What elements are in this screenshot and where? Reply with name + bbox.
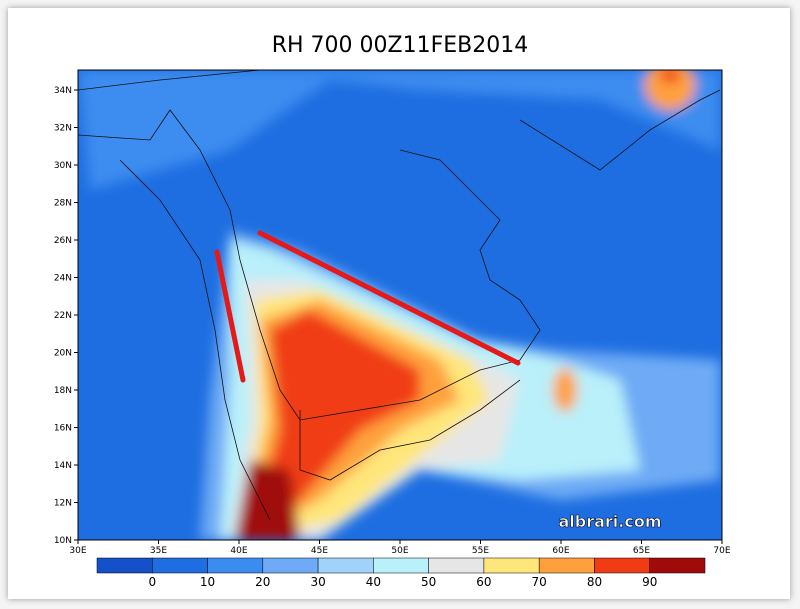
colorbar-label: 30 — [310, 575, 325, 589]
watermark: albrari.com — [558, 512, 661, 531]
lon-label: 30E — [69, 546, 86, 556]
lon-label: 70E — [713, 546, 730, 556]
lat-label: 32N — [54, 124, 72, 134]
colorbar-box — [152, 557, 208, 574]
colorbar-box — [96, 557, 153, 574]
lat-label: 34N — [54, 86, 72, 96]
lat-label: 20N — [54, 349, 72, 359]
map-field: albrari.com — [78, 70, 722, 540]
colorbar-label: 60 — [476, 575, 491, 589]
colorbar-box — [262, 557, 319, 574]
colorbar-box — [207, 557, 264, 574]
lat-label: 10N — [54, 536, 72, 546]
lat-label: 28N — [54, 199, 72, 209]
lon-label: 65E — [633, 546, 650, 556]
colorbar-box — [428, 557, 485, 574]
lon-label: 45E — [311, 546, 328, 556]
colorbar-box — [317, 557, 374, 574]
lat-label: 26N — [54, 236, 72, 246]
lat-label: 24N — [54, 274, 72, 284]
lat-label: 30N — [54, 161, 72, 171]
lon-label: 50E — [391, 546, 408, 556]
lat-label: 22N — [54, 311, 72, 321]
lon-label: 35E — [150, 546, 167, 556]
lat-label: 18N — [54, 386, 72, 396]
colorbar-label: 10 — [200, 575, 215, 589]
lon-label: 40E — [230, 546, 247, 556]
colorbar-box — [538, 557, 595, 574]
title: RH 700 00Z11FEB2014 — [272, 33, 529, 58]
lon-label: 55E — [472, 546, 489, 556]
lat-label: 16N — [54, 424, 72, 434]
lon-label: 60E — [552, 546, 569, 556]
colorbar-box — [373, 557, 429, 574]
colorbar-box — [649, 557, 706, 574]
colorbar-label: 40 — [366, 575, 381, 589]
colorbar-box — [483, 557, 540, 574]
colorbar-label: 50 — [421, 575, 436, 589]
colorbar-label: 90 — [642, 575, 657, 589]
colorbar-label: 20 — [255, 575, 270, 589]
lat-label: 14N — [54, 461, 72, 471]
lat-label: 12N — [54, 499, 72, 509]
colorbar-label: 0 — [148, 575, 156, 589]
colorbar-box — [594, 557, 650, 574]
colorbar-label: 70 — [532, 575, 547, 589]
colorbar-label: 80 — [587, 575, 602, 589]
